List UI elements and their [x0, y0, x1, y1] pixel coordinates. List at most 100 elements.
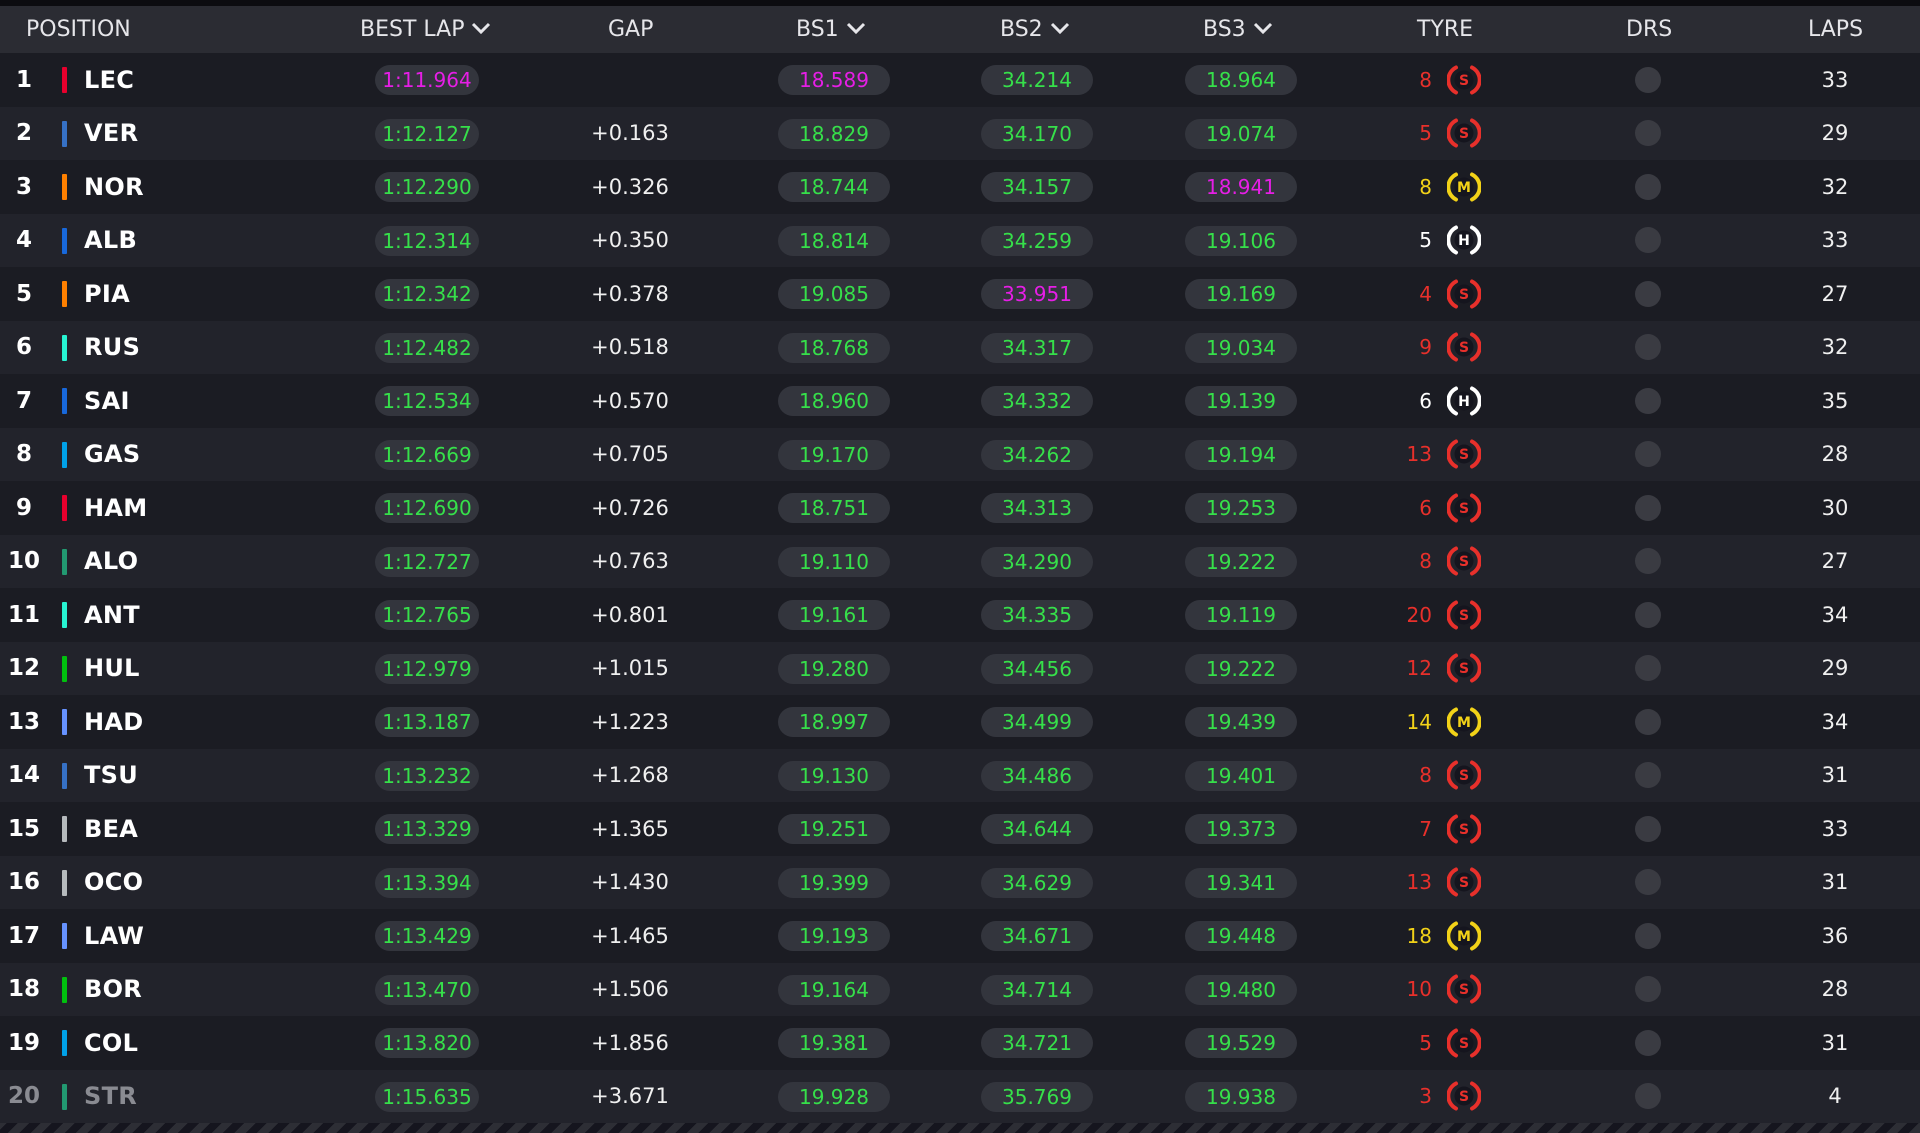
- header-tyre: TYRE: [1417, 6, 1473, 53]
- drs-dot: [1635, 441, 1661, 468]
- soft-tyre-icon: S: [1446, 107, 1482, 161]
- best-sector-2: 34.157: [981, 172, 1093, 202]
- soft-tyre-icon: S: [1446, 428, 1482, 482]
- best-sector-2: 34.335: [981, 600, 1093, 630]
- header-best-lap[interactable]: BEST LAP: [360, 6, 492, 53]
- tyre-age: 8: [1419, 67, 1432, 92]
- best-sector-1: 18.997: [778, 707, 890, 737]
- team-color-bar: [62, 548, 67, 575]
- tyre-age: 6: [1419, 495, 1432, 520]
- table-row[interactable]: 19 COL 1:13.820 +1.856 19.381 34.721 19.529 5 S 3…: [0, 1016, 1920, 1070]
- team-color-bar: [62, 495, 67, 521]
- header-bs3[interactable]: BS3: [1203, 6, 1274, 53]
- best-sector-3: 19.448: [1185, 921, 1297, 951]
- position-number: 14: [7, 762, 40, 789]
- table-row[interactable]: 7 SAI 1:12.534 +0.570 18.960 34.332 19.139 6 H 35: [0, 374, 1920, 428]
- header-bs2-label: BS2: [1000, 17, 1043, 42]
- table-row[interactable]: 6 RUS 1:12.482 +0.518 18.768 34.317 19.034 9 S 32: [0, 320, 1920, 375]
- tyre-letter: S: [1459, 661, 1469, 677]
- best-sector-2: 34.671: [981, 921, 1093, 951]
- table-row[interactable]: 16 OCO 1:13.394 +1.430 19.399 34.629 19.341 13 S…: [0, 855, 1920, 910]
- table-row[interactable]: 8 GAS 1:12.669 +0.705 19.170 34.262 19.194 13 S 2…: [0, 427, 1920, 482]
- best-sector-2: 34.313: [981, 493, 1093, 523]
- tyre-age: 8: [1419, 763, 1432, 788]
- table-row[interactable]: 13 HAD 1:13.187 +1.223 18.997 34.499 19.439 14 M…: [0, 695, 1920, 749]
- best-sector-1: 19.085: [778, 279, 890, 309]
- gap-value: +0.350: [591, 228, 669, 253]
- drs-dot: [1635, 494, 1661, 521]
- header-gap[interactable]: GAP: [608, 6, 653, 53]
- medium-tyre-icon: M: [1446, 695, 1482, 749]
- header-bs1[interactable]: BS1: [796, 6, 867, 53]
- table-row[interactable]: 5 PIA 1:12.342 +0.378 19.085 33.951 19.169 4 S 27: [0, 267, 1920, 321]
- laps-count: 30: [1821, 495, 1849, 520]
- drs-indicator: [1635, 642, 1661, 696]
- best-sector-1: 19.928: [778, 1081, 890, 1112]
- chevron-down-icon: [1252, 5, 1274, 52]
- drs-indicator: [1635, 802, 1661, 856]
- hard-tyre-icon: H: [1446, 214, 1482, 268]
- best-lap-time: 1:13.429: [375, 921, 479, 951]
- drs-indicator: [1635, 1016, 1661, 1070]
- position-number: 12: [7, 655, 40, 682]
- best-sector-2: 34.290: [981, 546, 1093, 577]
- gap-value: +0.763: [591, 549, 669, 574]
- table-row[interactable]: 4 ALB 1:12.314 +0.350 18.814 34.259 19.106 5 H 33: [0, 213, 1920, 268]
- best-sector-3: 19.373: [1185, 814, 1297, 844]
- laps-count: 31: [1821, 763, 1849, 788]
- driver-code: ALO: [84, 547, 139, 576]
- best-lap-time: 1:12.127: [375, 118, 479, 149]
- header-position[interactable]: POSITION: [26, 6, 131, 53]
- best-sector-3: 19.074: [1185, 118, 1297, 149]
- table-row[interactable]: 17 LAW 1:13.429 +1.465 19.193 34.671 19.448 18 M…: [0, 909, 1920, 963]
- tyre-letter: S: [1459, 1036, 1469, 1052]
- best-sector-2: 34.214: [981, 65, 1093, 95]
- tyre-age: 4: [1419, 281, 1432, 306]
- table-row[interactable]: 1 LEC 1:11.964 18.589 34.214 18.964 8 S 33: [0, 53, 1920, 107]
- position-number: 3: [15, 173, 32, 200]
- table-row[interactable]: 10 ALO 1:12.727 +0.763 19.110 34.290 19.222 8 S 2…: [0, 534, 1920, 589]
- header-drs: DRS: [1626, 6, 1672, 53]
- table-row[interactable]: 9 HAM 1:12.690 +0.726 18.751 34.313 19.253 6 S 30: [0, 481, 1920, 535]
- laps-count: 29: [1821, 656, 1849, 681]
- table-row[interactable]: 20 STR 1:15.635 +3.671 19.928 35.769 19.938 3 S 4: [0, 1069, 1920, 1123]
- table-row[interactable]: 11 ANT 1:12.765 +0.801 19.161 34.335 19.119 20 S…: [0, 588, 1920, 642]
- team-color-bar: [62, 174, 67, 200]
- table-row[interactable]: 12 HUL 1:12.979 +1.015 19.280 34.456 19.222 12 S…: [0, 641, 1920, 696]
- drs-dot: [1635, 869, 1661, 896]
- driver-code: GAS: [84, 440, 141, 469]
- table-row[interactable]: 15 BEA 1:13.329 +1.365 19.251 34.644 19.373 7 S 3…: [0, 802, 1920, 856]
- drs-indicator: [1635, 321, 1661, 375]
- team-color-bar: [62, 816, 67, 842]
- best-sector-1: 19.381: [778, 1028, 890, 1058]
- position-number: 8: [15, 441, 32, 468]
- laps-count: 29: [1821, 121, 1849, 146]
- tyre-letter: S: [1459, 768, 1469, 784]
- laps-count: 32: [1821, 174, 1849, 199]
- laps-count: 33: [1821, 816, 1849, 841]
- table-row[interactable]: 14 TSU 1:13.232 +1.268 19.130 34.486 19.401 8 S 3…: [0, 748, 1920, 802]
- best-sector-1: 18.744: [778, 172, 890, 202]
- soft-tyre-icon: S: [1446, 53, 1482, 107]
- position-number: 16: [7, 869, 40, 896]
- table-row[interactable]: 18 BOR 1:13.470 +1.506 19.164 34.714 19.480 10 S…: [0, 962, 1920, 1016]
- soft-tyre-icon: S: [1446, 535, 1482, 589]
- best-sector-3: 18.964: [1185, 65, 1297, 95]
- header-bs2[interactable]: BS2: [1000, 6, 1071, 53]
- drs-dot: [1635, 655, 1661, 682]
- drs-indicator: [1635, 856, 1661, 910]
- timing-rows: 1 LEC 1:11.964 18.589 34.214 18.964 8 S 33 2 VER 1:…: [0, 53, 1920, 1123]
- driver-code: ANT: [84, 600, 140, 629]
- position-number: 1: [15, 66, 32, 93]
- tyre-age: 8: [1419, 174, 1432, 199]
- driver-code: LAW: [84, 921, 145, 950]
- tyre-age: 20: [1406, 602, 1432, 627]
- gap-value: +0.378: [591, 281, 669, 306]
- best-sector-3: 18.941: [1185, 172, 1297, 202]
- table-row[interactable]: 3 NOR 1:12.290 +0.326 18.744 34.157 18.941 8 M 32: [0, 160, 1920, 214]
- laps-count: 27: [1821, 281, 1849, 306]
- driver-code: BEA: [84, 814, 139, 843]
- chevron-down-icon: [1049, 5, 1071, 52]
- best-lap-time: 1:12.979: [375, 653, 479, 684]
- table-row[interactable]: 2 VER 1:12.127 +0.163 18.829 34.170 19.074 5 S 29: [0, 106, 1920, 161]
